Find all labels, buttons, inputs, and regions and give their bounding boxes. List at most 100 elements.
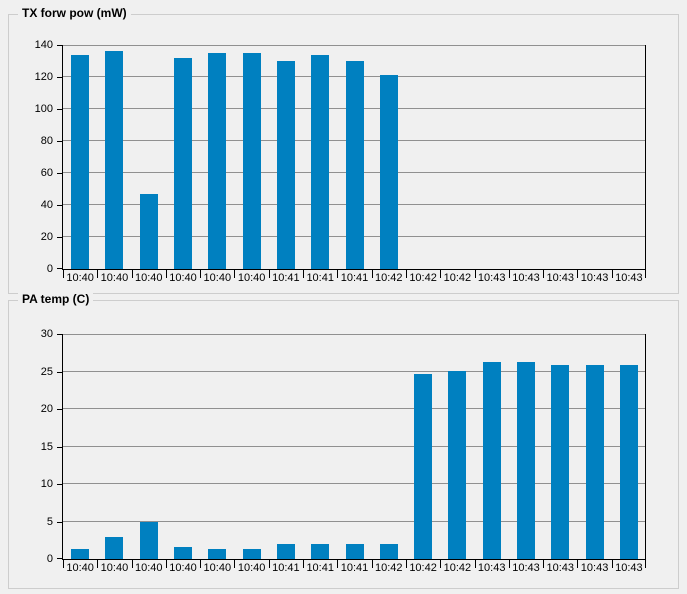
- groupbox-title-tx-forw-pow: TX forw pow (mW): [18, 6, 131, 20]
- y-axis-tick: [57, 109, 62, 110]
- y-axis-tick: [57, 268, 62, 269]
- x-axis-tick: [509, 559, 510, 568]
- y-axis-tick: [57, 334, 62, 335]
- bar: [380, 75, 398, 269]
- y-tick-label: 15: [40, 440, 53, 453]
- x-axis-tick: [543, 559, 544, 568]
- groupbox-title-pa-temp: PA temp (C): [18, 292, 94, 306]
- bar: [277, 544, 295, 559]
- bar: [243, 53, 261, 269]
- x-axis-tick: [645, 559, 646, 568]
- x-axis-tick: [337, 269, 338, 278]
- gridline: [63, 483, 646, 484]
- bar: [140, 194, 158, 269]
- y-tick-label: 120: [34, 71, 53, 83]
- bar: [620, 365, 638, 559]
- x-axis-tick: [269, 269, 270, 278]
- x-tick-label: 10:40: [134, 272, 163, 284]
- x-tick-label: 10:43: [615, 562, 643, 574]
- x-axis-tick: [577, 269, 578, 278]
- y-tick-label: 5: [46, 515, 53, 528]
- x-axis-tick: [63, 559, 64, 568]
- x-tick-label: 10:40: [237, 272, 266, 284]
- y-tick-label: 25: [40, 365, 53, 378]
- bar: [71, 549, 89, 559]
- y-axis-tick: [57, 173, 62, 174]
- y-axis-tick: [57, 558, 62, 559]
- x-axis-tick: [543, 269, 544, 278]
- y-tick-label: 80: [40, 135, 53, 147]
- bar: [448, 371, 466, 559]
- x-tick-label: 10:43: [512, 272, 540, 284]
- x-tick-label: 10:42: [443, 272, 472, 284]
- x-tick-label: 10:40: [203, 562, 232, 574]
- bar: [551, 365, 569, 559]
- x-axis-tick: [132, 269, 133, 278]
- x-tick-label: 10:41: [306, 562, 334, 574]
- x-axis-tick: [440, 559, 441, 568]
- bar: [311, 544, 329, 559]
- x-axis-tick: [612, 559, 613, 568]
- y-tick-label: 140: [34, 39, 53, 51]
- x-tick-label: 10:42: [375, 562, 403, 574]
- x-tick-label: 10:41: [340, 272, 369, 284]
- y-axis-tick: [57, 141, 62, 142]
- bar: [140, 522, 158, 559]
- x-axis-tick: [63, 269, 64, 278]
- bar: [208, 549, 226, 559]
- chart-tx-forw-pow: 0 20 40 60 80 100 120 140 10:40 10:40 10:40 10:40 10…: [35, 39, 646, 284]
- x-tick-label: 10:40: [169, 562, 197, 574]
- bar: [517, 362, 535, 559]
- x-axis-tick: [200, 269, 201, 278]
- y-axis-line: [62, 45, 63, 269]
- x-axis-tick: [509, 269, 510, 278]
- y-tick-label: 60: [40, 167, 53, 179]
- x-tick-label: 10:41: [306, 272, 334, 284]
- x-axis-tick: [406, 269, 407, 278]
- groupbox-tx-forw-pow: TX forw pow (mW) 0 20 40 60 80 100 120 140 10:40…: [8, 6, 679, 294]
- gridline: [63, 520, 646, 522]
- x-tick-label: 10:41: [272, 272, 300, 284]
- bar: [105, 537, 123, 559]
- x-tick-label: 10:40: [66, 562, 94, 574]
- x-tick-label: 10:42: [375, 272, 403, 284]
- chart-pa-temp: 0 5 10 15 20 25 30 10:40 10:40 10:40 10:40 10:40 10:…: [41, 328, 646, 574]
- x-axis-tick: [337, 559, 338, 568]
- bar: [71, 55, 89, 269]
- x-axis-tick: [577, 559, 578, 568]
- x-axis-line: [62, 559, 646, 560]
- x-axis-tick: [406, 559, 407, 568]
- x-axis-tick: [132, 559, 133, 568]
- gridline: [63, 45, 646, 46]
- x-tick-label: 10:43: [580, 272, 609, 284]
- bar: [311, 55, 329, 269]
- x-tick-label: 10:40: [203, 272, 232, 284]
- y-axis-tick: [57, 77, 62, 78]
- gridline: [63, 370, 646, 372]
- y-tick-label: 20: [40, 403, 53, 415]
- x-tick-label: 10:43: [477, 272, 506, 284]
- x-tick-label: 10:40: [134, 562, 163, 574]
- gridline: [63, 408, 646, 409]
- x-tick-label: 10:43: [615, 272, 643, 284]
- y-axis-tick: [57, 45, 62, 46]
- x-tick-label: 10:40: [100, 272, 129, 284]
- bar: [483, 362, 501, 559]
- y-axis-tick: [57, 521, 62, 523]
- bar: [346, 544, 364, 559]
- x-tick-label: 10:43: [580, 562, 609, 574]
- bar: [586, 365, 604, 559]
- y-tick-label: 30: [40, 328, 53, 340]
- x-axis-tick: [372, 269, 373, 278]
- y-axis-tick: [57, 371, 62, 373]
- bar: [380, 544, 398, 559]
- y-tick-label: 100: [34, 103, 53, 115]
- x-tick-label: 10:40: [169, 272, 197, 284]
- x-axis-tick: [475, 269, 476, 278]
- x-tick-label: 10:41: [272, 562, 300, 574]
- x-axis-tick: [166, 559, 167, 568]
- x-tick-label: 10:40: [100, 562, 129, 574]
- x-tick-label: 10:40: [237, 562, 266, 574]
- plot-right-border: [645, 334, 646, 559]
